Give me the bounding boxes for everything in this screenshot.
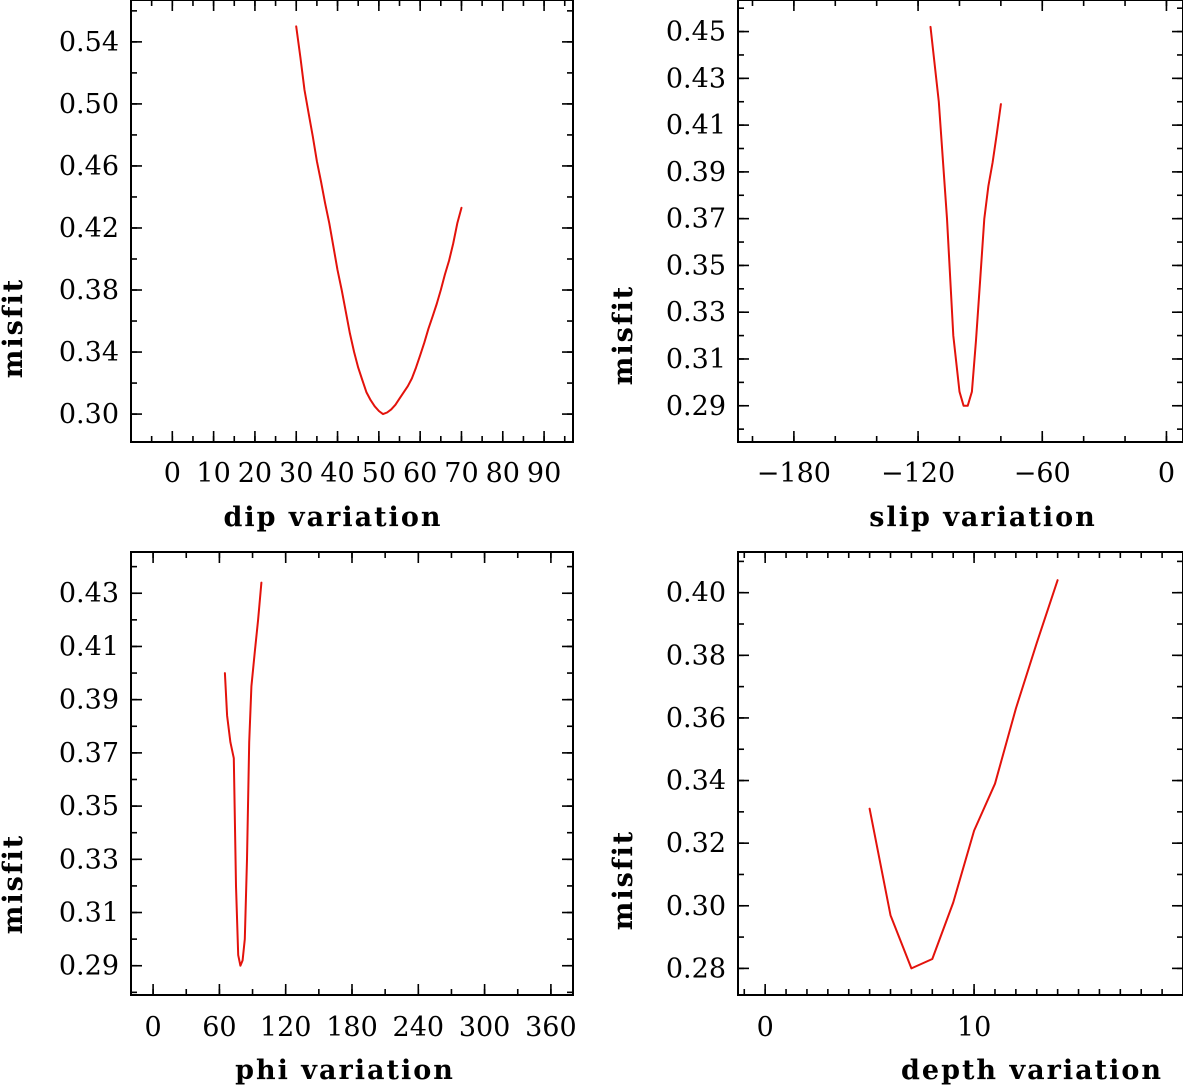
y-tick-label: 0.33 <box>59 844 119 875</box>
x-tick-label: 30 <box>279 458 313 489</box>
plot-frame <box>737 0 1183 443</box>
misfit-series-line <box>223 581 263 967</box>
y-tick-label: 0.35 <box>59 791 119 822</box>
plot-frame <box>130 551 574 996</box>
y-tick-label: 0.29 <box>666 391 726 422</box>
x-axis-title: slip variation <box>869 502 1097 533</box>
x-tick-label: 40 <box>320 458 354 489</box>
y-tick-label: 0.29 <box>59 951 119 982</box>
y-tick-label: 0.32 <box>666 828 726 859</box>
x-tick-label: 120 <box>260 1012 312 1043</box>
x-tick-label: 0 <box>1158 458 1175 489</box>
x-tick-label: 10 <box>196 458 230 489</box>
y-tick-label: 0.31 <box>666 344 726 375</box>
x-tick-label: 300 <box>459 1012 511 1043</box>
y-axis-title: misfit <box>0 278 29 378</box>
y-axis-title: misfit <box>608 285 639 385</box>
x-axis-title: dip variation <box>224 502 443 533</box>
y-tick-label: 0.46 <box>59 151 119 182</box>
y-tick-label: 0.41 <box>666 110 726 141</box>
x-tick-label: −180 <box>757 458 831 489</box>
x-tick-label: 240 <box>393 1012 445 1043</box>
y-tick-label: 0.34 <box>59 337 119 368</box>
y-tick-label: 0.45 <box>666 17 726 48</box>
y-tick-label: 0.28 <box>666 953 726 984</box>
misfit-series-line <box>929 25 1002 407</box>
x-tick-label: 50 <box>362 458 396 489</box>
y-tick-label: 0.42 <box>59 213 119 244</box>
dip-variation-plot: 0 10 20 30 40 50 60 70 80 90 0.30 0.34 0.38 0.42 0.46 0… <box>0 0 574 533</box>
y-tick-label: 0.50 <box>59 89 119 120</box>
misfit-series-line <box>295 25 463 416</box>
y-tick-label: 0.36 <box>666 703 726 734</box>
phi-variation-plot: 0 60 120 180 240 300 360 0.29 0.31 0.33 0.35 0.37 0.… <box>0 551 577 1086</box>
y-tick-label: 0.30 <box>59 399 119 430</box>
y-tick-label: 0.38 <box>666 640 726 671</box>
x-tick-label: 10 <box>957 1012 991 1043</box>
y-axis-title: misfit <box>608 830 639 930</box>
x-tick-label: 360 <box>525 1012 577 1043</box>
x-tick-label: 70 <box>444 458 478 489</box>
x-tick-label: 0 <box>145 1012 162 1043</box>
y-tick-label: 0.37 <box>59 738 119 769</box>
depth-variation-plot: 0 10 0.28 0.30 0.32 0.34 0.36 0.38 0.40 depth var… <box>608 551 1183 1086</box>
y-tick-label: 0.54 <box>59 27 119 58</box>
y-tick-label: 0.38 <box>59 275 119 306</box>
x-tick-label: 0 <box>164 458 181 489</box>
y-tick-label: 0.31 <box>59 898 119 929</box>
x-tick-label: 0 <box>757 1012 774 1043</box>
y-tick-label: 0.30 <box>666 891 726 922</box>
y-axis-title: misfit <box>0 834 29 934</box>
misfit-series-line <box>868 579 1059 970</box>
y-tick-label: 0.34 <box>666 766 726 797</box>
y-tick-label: 0.43 <box>666 63 726 94</box>
slip-variation-plot: −180 −120 −60 0 0.29 0.31 0.33 0.35 0.37 0.39 0.41… <box>608 0 1183 533</box>
x-tick-label: 20 <box>238 458 272 489</box>
y-tick-label: 0.37 <box>666 204 726 235</box>
x-tick-label: 60 <box>202 1012 236 1043</box>
x-tick-label: 90 <box>527 458 561 489</box>
y-tick-label: 0.41 <box>59 631 119 662</box>
x-tick-label: −60 <box>1014 458 1071 489</box>
x-axis-title: depth variation <box>901 1055 1163 1086</box>
x-tick-label: 80 <box>486 458 520 489</box>
x-tick-label: 180 <box>326 1012 378 1043</box>
plot-frame <box>737 551 1183 996</box>
plot-frame <box>130 0 574 443</box>
x-tick-label: −120 <box>881 458 955 489</box>
x-axis-title: phi variation <box>235 1055 455 1086</box>
y-tick-label: 0.40 <box>666 578 726 609</box>
y-tick-label: 0.35 <box>666 250 726 281</box>
x-tick-label: 60 <box>403 458 437 489</box>
y-tick-label: 0.33 <box>666 297 726 328</box>
y-tick-label: 0.39 <box>666 157 726 188</box>
y-tick-label: 0.43 <box>59 578 119 609</box>
y-tick-label: 0.39 <box>59 685 119 716</box>
